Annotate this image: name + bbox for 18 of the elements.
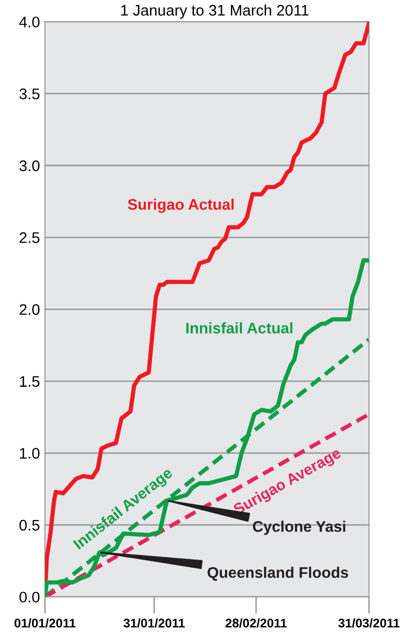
x-tick-label: 31/01/2011 — [124, 618, 185, 628]
chart-title: 1 January to 31 March 2011 — [121, 4, 308, 19]
y-tick-label: 1.0 — [20, 448, 40, 459]
y-tick-label: 1.5 — [20, 376, 40, 387]
y-tick-label: 3.0 — [19, 160, 40, 172]
series-label: Innisfail Actual — [186, 322, 292, 334]
x-tick-label: 31/03/2011 — [338, 618, 400, 628]
y-tick-label: 0.5 — [19, 520, 40, 531]
x-tick-label: 01/01/2011 — [14, 618, 76, 628]
y-tick-label: 2.0 — [20, 304, 40, 315]
y-tick-label: 3.5 — [19, 88, 40, 100]
y-tick-label: 0.0 — [19, 592, 40, 603]
y-tick-label: 2.5 — [20, 232, 40, 244]
x-tick-label: 28/02/2011 — [226, 618, 287, 628]
annotation: Queensland Floods — [208, 566, 348, 581]
series-label: Surigao Actual — [128, 198, 234, 213]
y-tick-label: 4.0 — [19, 16, 40, 28]
annotation: Cyclone Yasi — [252, 520, 346, 535]
